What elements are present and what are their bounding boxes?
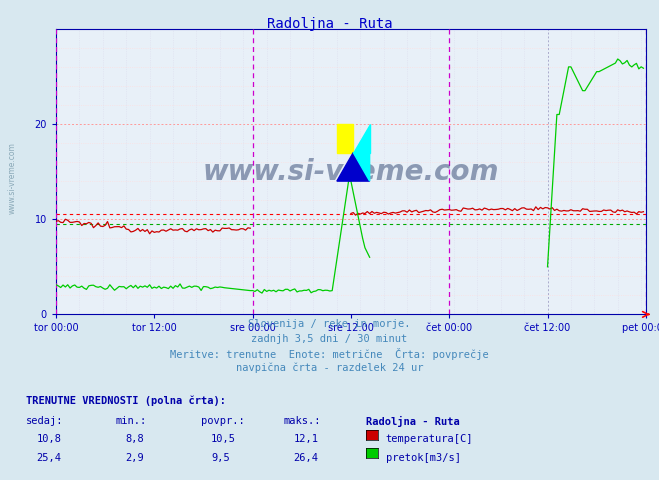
Text: 25,4: 25,4 — [36, 453, 61, 463]
Text: temperatura[C]: temperatura[C] — [386, 434, 473, 444]
Text: min.:: min.: — [115, 416, 146, 426]
Text: 2,9: 2,9 — [125, 453, 144, 463]
Text: 10,5: 10,5 — [211, 434, 236, 444]
Text: pretok[m3/s]: pretok[m3/s] — [386, 453, 461, 463]
Polygon shape — [353, 153, 370, 181]
Text: 12,1: 12,1 — [293, 434, 318, 444]
Text: 10,8: 10,8 — [36, 434, 61, 444]
Text: Slovenija / reke in morje.: Slovenija / reke in morje. — [248, 319, 411, 329]
Text: 26,4: 26,4 — [293, 453, 318, 463]
Text: navpična črta - razdelek 24 ur: navpična črta - razdelek 24 ur — [236, 362, 423, 373]
Text: TRENUTNE VREDNOSTI (polna črta):: TRENUTNE VREDNOSTI (polna črta): — [26, 396, 226, 407]
Text: 9,5: 9,5 — [211, 453, 229, 463]
Text: Radoljna - Ruta: Radoljna - Ruta — [366, 416, 459, 427]
Text: maks.:: maks.: — [283, 416, 321, 426]
Text: 8,8: 8,8 — [125, 434, 144, 444]
Polygon shape — [353, 124, 370, 153]
Text: povpr.:: povpr.: — [201, 416, 244, 426]
Text: sedaj:: sedaj: — [26, 416, 64, 426]
Text: Radoljna - Ruta: Radoljna - Ruta — [267, 17, 392, 31]
Text: www.si-vreme.com: www.si-vreme.com — [8, 142, 17, 214]
Text: Meritve: trenutne  Enote: metrične  Črta: povprečje: Meritve: trenutne Enote: metrične Črta: … — [170, 348, 489, 360]
Text: www.si-vreme.com: www.si-vreme.com — [203, 157, 499, 186]
Bar — [337, 124, 353, 153]
Text: zadnjh 3,5 dni / 30 minut: zadnjh 3,5 dni / 30 minut — [251, 334, 408, 344]
Polygon shape — [337, 153, 370, 181]
